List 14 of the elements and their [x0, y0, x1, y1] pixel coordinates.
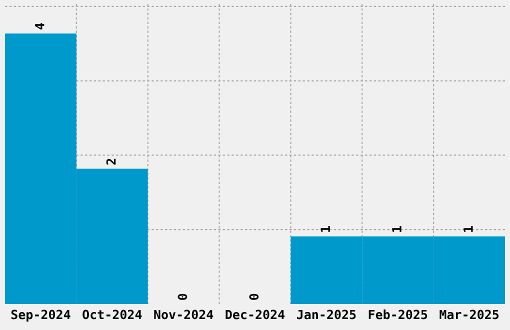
data-label: 0 — [178, 294, 188, 300]
x-tick-label: Sep-2024 — [11, 310, 70, 322]
data-label: 1 — [392, 226, 402, 232]
x-tick-label: Feb-2025 — [368, 310, 428, 320]
x-tick-label: Mar-2025 — [440, 310, 499, 320]
data-label: 1 — [320, 226, 330, 232]
x-tick-label: Nov-2024 — [154, 310, 214, 320]
data-label: 4 — [35, 23, 44, 30]
x-tick-label: Dec-2024 — [226, 310, 285, 320]
data-label: 1 — [464, 226, 473, 232]
data-label: 2 — [106, 158, 116, 165]
x-tick-label: Jan-2025 — [296, 310, 356, 320]
x-tick-label: Oct-2024 — [82, 310, 142, 320]
data-label: 0 — [249, 294, 259, 300]
